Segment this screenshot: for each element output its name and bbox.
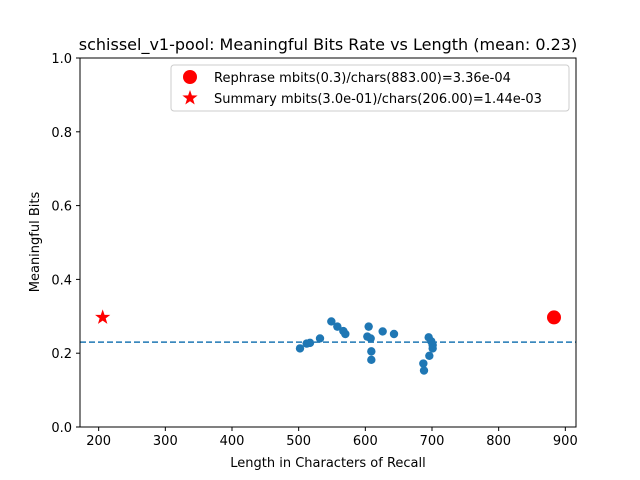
y-tick-label: 0.6 bbox=[51, 200, 72, 215]
x-tick-label: 800 bbox=[486, 434, 511, 449]
scatter-point bbox=[305, 338, 315, 348]
rephrase-point bbox=[547, 310, 561, 325]
legend-rephrase-marker bbox=[183, 70, 197, 84]
y-axis-label: Meaningful Bits bbox=[28, 192, 43, 293]
scatter-point bbox=[419, 359, 428, 368]
legend-rephrase-label: Rephrase mbits(0.3)/chars(883.00)=3.36e-… bbox=[214, 71, 511, 86]
scatter-point bbox=[425, 351, 434, 360]
scatter-point bbox=[428, 344, 437, 353]
summary-star-point bbox=[95, 309, 111, 324]
scatter-point bbox=[378, 327, 387, 336]
y-tick-label: 0.2 bbox=[51, 347, 72, 362]
x-tick-label: 900 bbox=[553, 434, 578, 449]
x-tick-label: 600 bbox=[353, 434, 378, 449]
x-tick-label: 300 bbox=[153, 434, 178, 449]
x-axis-label: Length in Characters of Recall bbox=[230, 456, 426, 471]
scatter-point bbox=[367, 355, 376, 365]
x-tick-label: 200 bbox=[86, 434, 111, 449]
x-tick-label: 500 bbox=[286, 434, 311, 449]
scatter-point bbox=[315, 334, 325, 343]
plot-area bbox=[80, 58, 576, 427]
y-tick-label: 0.4 bbox=[51, 273, 72, 288]
x-tick-label: 700 bbox=[420, 434, 445, 449]
plot-frame bbox=[79, 57, 577, 428]
scatter-point bbox=[327, 317, 336, 326]
legend-summary-label: Summary mbits(3.0e-01)/chars(206.00)=1.4… bbox=[214, 92, 542, 107]
scatter-point bbox=[366, 334, 375, 343]
x-tick-label: 400 bbox=[220, 434, 245, 449]
scatter-point bbox=[341, 329, 350, 339]
legend-summary-marker bbox=[182, 90, 198, 105]
chart-title: schissel_v1-pool: Meaningful Bits Rate v… bbox=[79, 35, 577, 55]
y-tick-label: 0.8 bbox=[51, 126, 72, 141]
y-tick-label: 0.0 bbox=[51, 421, 72, 436]
scatter-point bbox=[367, 347, 376, 356]
scatter-point bbox=[389, 329, 399, 339]
scatter-point bbox=[333, 322, 342, 331]
legend-box bbox=[170, 64, 570, 112]
scatter-point bbox=[419, 366, 429, 375]
scatter-point bbox=[364, 322, 373, 331]
legend: Rephrase mbits(0.3)/chars(883.00)=3.36e-… bbox=[170, 64, 570, 112]
scatter-point bbox=[295, 344, 305, 353]
y-tick-label: 1.0 bbox=[51, 52, 72, 67]
